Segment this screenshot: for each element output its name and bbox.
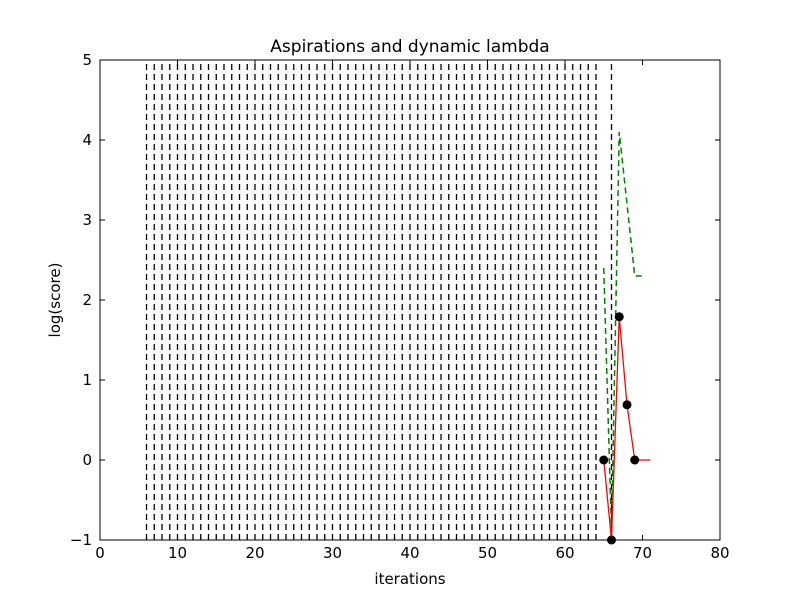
x-tick-label: 60 [555, 544, 574, 562]
y-tick-label: 1 [82, 371, 92, 389]
y-tick-label: 4 [82, 131, 92, 149]
chart-title: Aspirations and dynamic lambda [270, 37, 549, 57]
data-point [599, 455, 609, 465]
y-tick-label: 3 [82, 211, 92, 229]
x-tick-label: 0 [95, 544, 105, 562]
y-tick-label: 5 [82, 51, 92, 69]
data-point [622, 400, 632, 410]
y-tick-label: 0 [82, 451, 92, 469]
x-axis-label: iterations [374, 570, 445, 588]
x-tick-label: 10 [168, 544, 187, 562]
x-tick-label: 30 [323, 544, 342, 562]
x-tick-label: 80 [710, 544, 729, 562]
series-line-red [603, 316, 651, 541]
x-tick-label: 20 [245, 544, 264, 562]
series-line-green-dashed [603, 131, 643, 533]
data-point [614, 312, 624, 322]
y-tick-label: 2 [82, 291, 92, 309]
y-axis-label: log(score) [46, 263, 64, 338]
plot-area [145, 60, 651, 545]
x-tick-label: 40 [400, 544, 419, 562]
x-tick-label: 50 [478, 544, 497, 562]
data-point [630, 455, 640, 465]
y-tick-label: −1 [70, 531, 92, 549]
x-tick-label: 70 [633, 544, 652, 562]
